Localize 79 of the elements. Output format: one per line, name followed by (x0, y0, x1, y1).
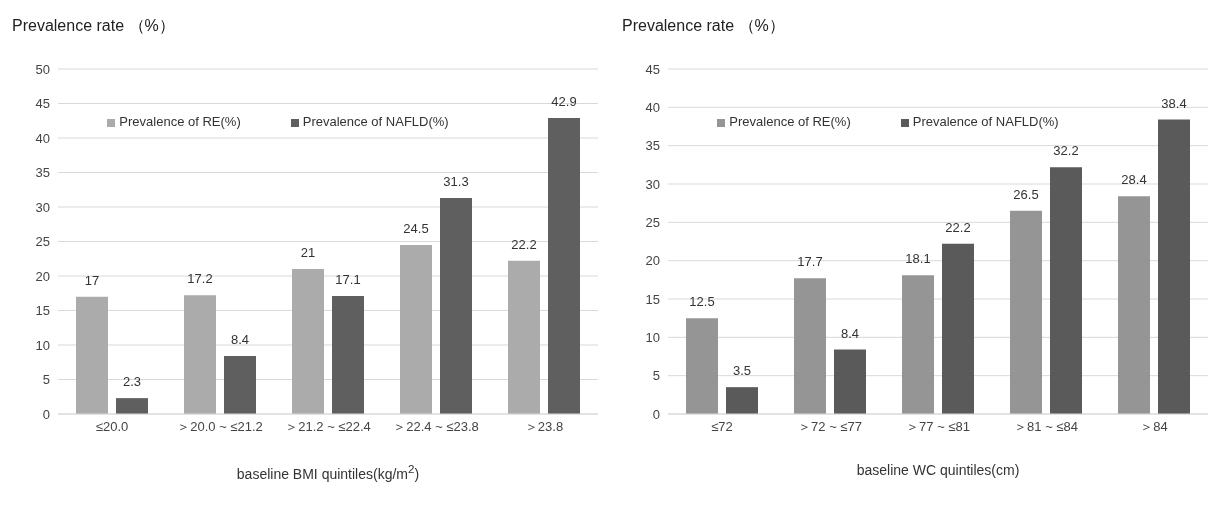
data-label: 17.7 (797, 254, 823, 270)
y-tick-label: 15 (35, 303, 50, 319)
data-label: 31.3 (443, 174, 469, 190)
x-tick-label: ＞22.4 ~ ≤23.8 (393, 419, 479, 435)
y-tick-label: 5 (652, 368, 660, 384)
data-label: 26.5 (1013, 186, 1039, 202)
bar (1050, 167, 1082, 414)
x-axis-title: baseline WC quintiles(cm) (855, 462, 1021, 478)
data-label: 24.5 (403, 220, 429, 236)
bar (508, 260, 540, 414)
data-label: 17.2 (187, 271, 213, 287)
bar (184, 295, 216, 414)
y-tick-label: 45 (645, 61, 660, 77)
y-tick-label: 10 (35, 337, 50, 353)
bar (1158, 119, 1190, 414)
data-label: 32.2 (1053, 143, 1079, 159)
data-label: 2.3 (122, 374, 142, 390)
x-tick-label: ＞72 ~ ≤77 (798, 419, 862, 435)
bar (942, 243, 974, 414)
y-tick-label: 5 (42, 372, 50, 388)
data-label: 12.5 (689, 294, 715, 310)
data-label: 22.2 (945, 219, 971, 235)
x-tick-label: ＞77 ~ ≤81 (906, 419, 970, 435)
y-tick-label: 30 (35, 199, 50, 215)
y-tick-label: 50 (35, 61, 50, 77)
data-label: 38.4 (1161, 95, 1187, 111)
data-label: 28.4 (1121, 172, 1147, 188)
x-axis-title: baseline BMI quintiles(kg/m$^{2}$) (235, 462, 421, 482)
x-tick-label: ≤72 (711, 419, 733, 435)
data-label: 8.4 (230, 332, 250, 348)
data-label: 42.9 (551, 93, 577, 109)
y-tick-label: 40 (35, 130, 50, 146)
bar (1010, 210, 1042, 414)
x-tick-label: ＞81 ~ ≤84 (1014, 419, 1078, 435)
y-tick-label: 0 (652, 406, 660, 422)
legend-label: Prevalence of RE(%) (729, 114, 851, 129)
legend-label: Prevalence of NAFLD(%) (912, 114, 1059, 129)
data-label: 22.2 (511, 236, 537, 252)
bar (332, 296, 364, 414)
y-tick-label: 15 (645, 291, 660, 307)
bar (400, 244, 432, 414)
bar (440, 198, 472, 414)
x-tick-label: ＞23.8 (524, 419, 564, 435)
bar (1118, 196, 1150, 414)
y-tick-label: 45 (35, 96, 50, 112)
data-label: 17.1 (335, 272, 361, 288)
legend-label: Prevalence of RE(%) (119, 114, 241, 129)
y-tick-label: 35 (35, 165, 50, 181)
x-tick-label: ＞84 (1140, 419, 1168, 435)
data-label: 8.4 (840, 325, 860, 341)
bar (76, 296, 108, 414)
bar (116, 398, 148, 414)
bar (726, 387, 758, 414)
x-tick-label: ＞21.2 ~ ≤22.4 (285, 419, 371, 435)
bar (548, 117, 580, 414)
y-tick-label: 40 (645, 99, 660, 115)
legend-label: Prevalence of NAFLD(%) (302, 114, 449, 129)
y-tick-label: 20 (645, 253, 660, 269)
y-tick-label: 20 (35, 268, 50, 284)
x-tick-label: ＞20.0 ~ ≤21.2 (177, 419, 263, 435)
bar (834, 349, 866, 414)
y-tick-label: 10 (645, 329, 660, 345)
data-label: 3.5 (732, 363, 752, 379)
bar (902, 275, 934, 414)
bar (686, 318, 718, 414)
y-axis-title: Prevalence rate （%） (12, 16, 175, 36)
bar (794, 278, 826, 414)
data-label: 18.1 (905, 251, 931, 267)
data-label: 17 (84, 272, 100, 288)
x-tick-label: ≤20.0 (95, 419, 129, 435)
bar (292, 269, 324, 414)
data-label: 21 (300, 245, 316, 261)
y-tick-label: 35 (645, 138, 660, 154)
y-tick-label: 25 (35, 234, 50, 250)
y-axis-title: Prevalence rate （%） (622, 16, 785, 36)
y-tick-label: 30 (645, 176, 660, 192)
y-tick-label: 25 (645, 214, 660, 230)
y-tick-label: 0 (42, 406, 50, 422)
bar (224, 356, 256, 414)
